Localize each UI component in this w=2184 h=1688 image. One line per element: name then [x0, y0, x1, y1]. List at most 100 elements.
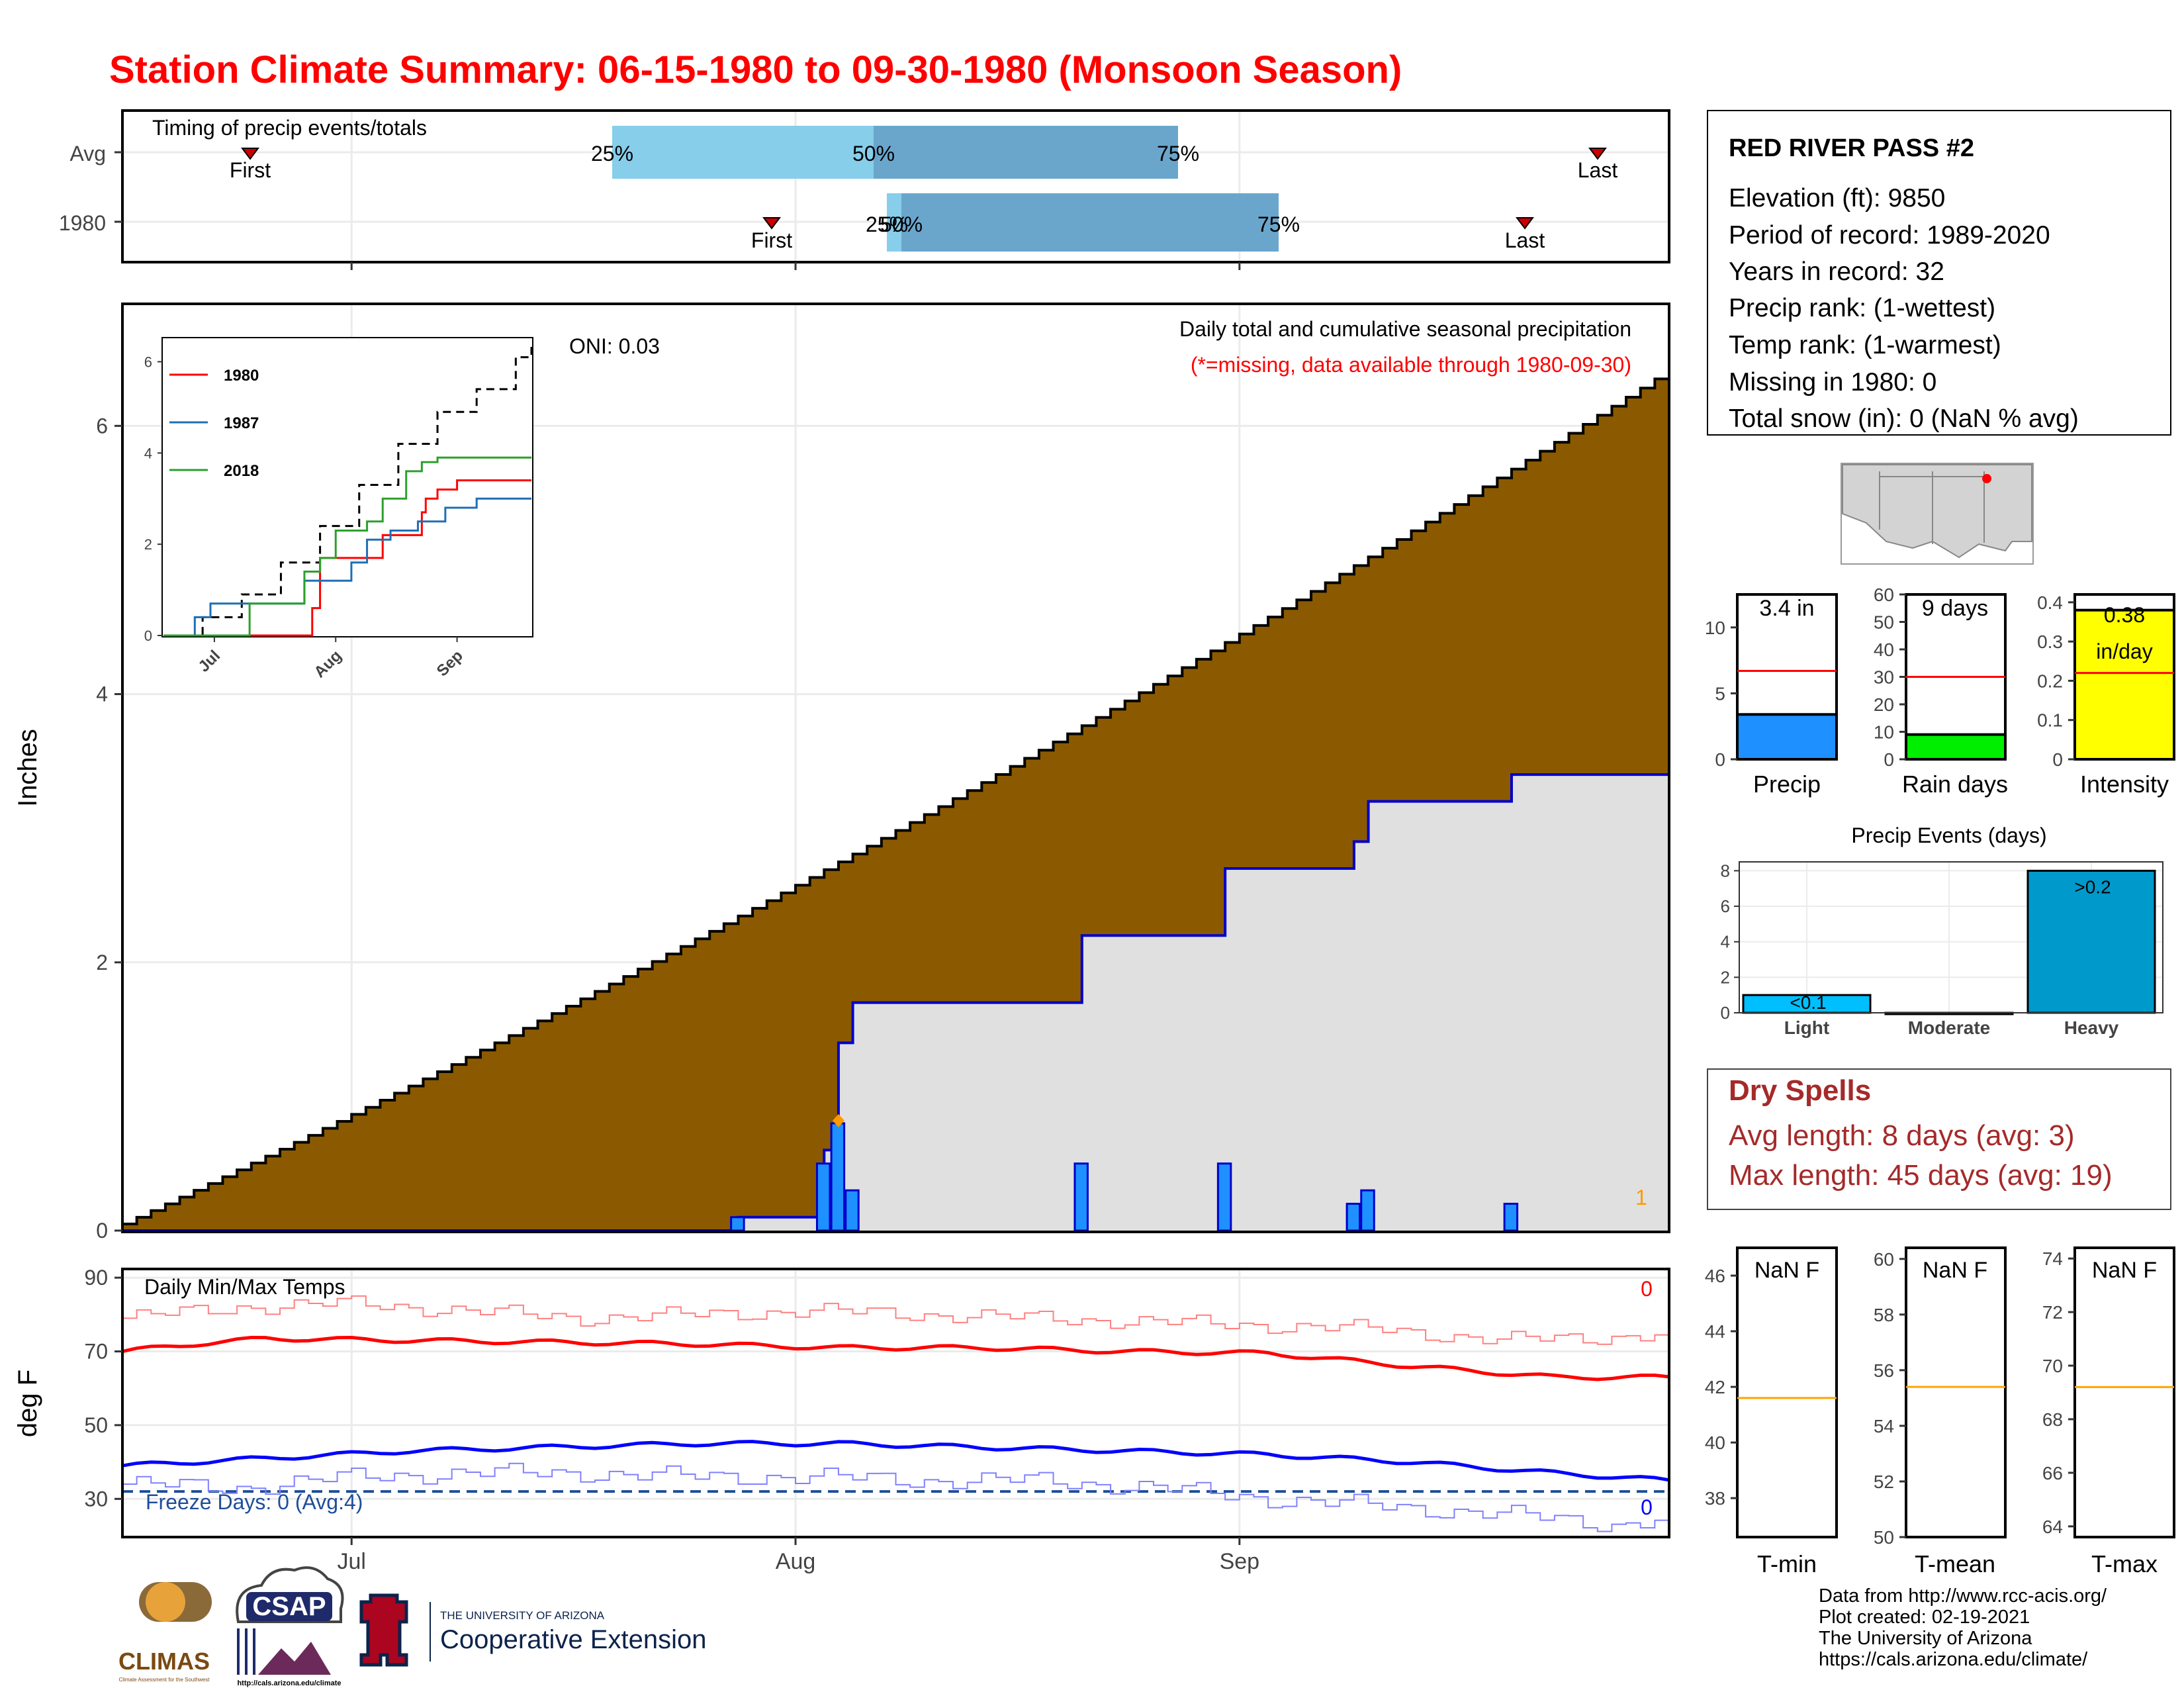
inset-frame	[161, 337, 533, 637]
station-period: Period of record: 1989-2020	[1729, 221, 2050, 250]
dry-spells-max: Max length: 45 days (avg: 19)	[1729, 1159, 2113, 1192]
month-tick-label: Aug	[776, 1549, 816, 1574]
yr-p75-label: 75%	[1257, 212, 1300, 236]
events-y-tick-label: 0	[1721, 1003, 1730, 1023]
tmin-count: 0	[1641, 1495, 1653, 1519]
precip-y-tick-label: 6	[96, 414, 108, 438]
tmean_box-y-tick-label: 54	[1874, 1416, 1894, 1436]
tmin-box-label: T-min	[1757, 1550, 1817, 1577]
temps-panel: 30 50 70 90 deg F Daily Min/Max Temps Freez…	[13, 1266, 1670, 1574]
tmean_box-y-tick-label: 60	[1874, 1249, 1894, 1270]
precip-annotation-1: Daily total and cumulative seasonal prec…	[1179, 317, 1631, 341]
climas-sun-icon	[146, 1582, 185, 1622]
tmean-box-label: T-mean	[1915, 1550, 1995, 1577]
tmax-average-line	[122, 1335, 1670, 1382]
raindays_bar-y-tick-label: 0	[1884, 749, 1894, 770]
precip-y-label: Inches	[13, 729, 42, 807]
daily-precip-bar	[844, 1189, 860, 1232]
avg-p25-label: 25%	[591, 142, 633, 165]
page-title: Station Climate Summary: 06-15-1980 to 0…	[109, 48, 1402, 91]
yr-p25-p50-bar	[887, 193, 901, 252]
csap-logo: CSAP http://cals.arizona.edu/climate	[236, 1566, 344, 1687]
temps-y-tick-label: 90	[84, 1266, 108, 1289]
temps-y-tick-label: 30	[84, 1487, 108, 1511]
station-location-dot	[1982, 474, 1991, 483]
station-missing: Missing in 1980: 0	[1729, 368, 1936, 397]
yr-first-label: First	[751, 228, 792, 252]
raindays_bar-value-bar	[1905, 733, 2007, 761]
credits: Data from http://www.rcc-acis.org/ Plot …	[1819, 1585, 2107, 1670]
events-bar-label: >0.2	[2074, 876, 2111, 897]
tmax_box-y-tick-label: 70	[2042, 1356, 2063, 1376]
tmax_box-frame	[2073, 1246, 2175, 1538]
max-day-marker	[832, 1113, 844, 1127]
tmin_box-y-tick-label: 44	[1705, 1321, 1725, 1342]
events-frame	[1739, 861, 2163, 1013]
events-y-tick-label: 6	[1721, 896, 1730, 916]
timing-row-label-1980: 1980	[59, 211, 106, 235]
precip-y-tick-label: 2	[96, 951, 108, 974]
raindays_bar-y-tick-label: 60	[1874, 585, 1894, 605]
precip_bar-y-tick-label: 5	[1715, 683, 1725, 704]
precip-panel: 0 2 4 6 Inches Daily total and cumulative s…	[13, 303, 1670, 1243]
inset-series-1980	[163, 479, 531, 637]
events-y-tick-label: 8	[1721, 861, 1730, 880]
csap-mountain-icon	[258, 1642, 331, 1675]
daily-precip-bar	[815, 1162, 831, 1232]
inset-y-tick-label: 0	[144, 628, 152, 644]
daily-precip-bar	[1345, 1202, 1361, 1232]
dry-spells-avg: Avg length: 8 days (avg: 3)	[1729, 1119, 2075, 1152]
tmin_box-y-tick-label: 42	[1705, 1377, 1725, 1397]
inset-series-2018	[163, 456, 531, 637]
tmax_box-y-tick-label: 66	[2042, 1463, 2063, 1483]
raindays_bar-y-tick-label: 50	[1874, 612, 1894, 633]
tmin_box-y-tick-label: 46	[1705, 1266, 1725, 1286]
inset-legend-label: 1980	[224, 367, 259, 385]
missing-count: 1	[1635, 1186, 1647, 1209]
daily-precip-bar	[1360, 1189, 1375, 1232]
raindays_bar-y-tick-label: 30	[1874, 667, 1894, 688]
intensity_bar-y-tick-label: 0.4	[2037, 592, 2063, 613]
yr-last-marker	[1516, 217, 1534, 230]
tmean-box-value: NaN F	[1923, 1258, 1987, 1283]
season-summary-bars: 0 5 10 0 10 20 30 40 50 60 0 0.1 0.2 0.3 0.4 Precip 3.4 …	[1705, 585, 2175, 798]
temps-title: Daily Min/Max Temps	[144, 1275, 345, 1299]
events-bar-label: <0.1	[1790, 992, 1826, 1013]
intensity_bar-value-bar	[2073, 608, 2175, 761]
tmax_box-y-tick-label: 72	[2042, 1302, 2063, 1323]
tmax-box-value: NaN F	[2092, 1258, 2157, 1283]
raindays_bar-y-tick-label: 20	[1874, 694, 1894, 715]
month-tick-label: Jul	[337, 1549, 365, 1574]
tmax_box-y-tick-label: 74	[2042, 1248, 2063, 1269]
temps-lines	[122, 1295, 1670, 1532]
oni-label: ONI: 0.03	[569, 334, 660, 358]
daily-precip-bar	[1503, 1202, 1519, 1232]
intensity-summary-unit: in/day	[2096, 639, 2152, 663]
tmax-1980-line	[122, 1295, 1670, 1345]
daily-precip-bar	[1216, 1162, 1232, 1232]
intensity-summary-value: 0.38	[2104, 603, 2145, 627]
credit-line-3: The University of Arizona	[1819, 1628, 2032, 1649]
inset-y-tick-label: 4	[144, 445, 152, 461]
dry-spells-box: Dry Spells Avg length: 8 days (avg: 3) M…	[1707, 1068, 2171, 1210]
station-name: RED RIVER PASS #2	[1729, 134, 1974, 162]
intensity-summary-label: Intensity	[2080, 771, 2169, 798]
inset-legend-label: 2018	[224, 462, 259, 480]
events-y-tick-label: 2	[1721, 967, 1730, 987]
inset-legend-label: 1987	[224, 414, 259, 432]
locator-map	[1841, 463, 2034, 565]
raindays-summary-label: Rain days	[1902, 771, 2008, 798]
tmin-average-line	[122, 1440, 1670, 1482]
avg-p25-p50-bar	[612, 126, 874, 179]
station-years: Years in record: 32	[1729, 258, 1944, 286]
tmax_box-y-tick-label: 64	[2042, 1517, 2063, 1537]
month-axis: Jul Aug Sep	[337, 1537, 1259, 1574]
avg-last-label: Last	[1578, 158, 1618, 182]
precip-y-tick-label: 4	[96, 682, 108, 706]
tmax_box-y-tick-label: 68	[2042, 1409, 2063, 1430]
yr-last-label: Last	[1505, 228, 1545, 252]
tmin-box-value: NaN F	[1754, 1258, 1819, 1283]
dry-spells-frame	[1707, 1068, 2171, 1210]
